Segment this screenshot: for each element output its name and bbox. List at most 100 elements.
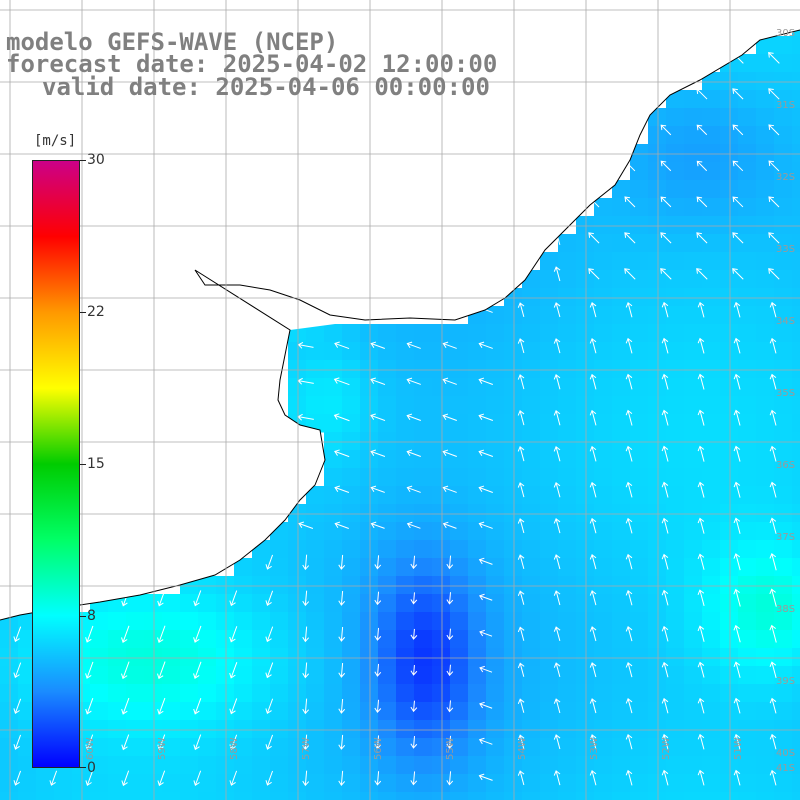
wind-arrow [302, 554, 310, 571]
wind-arrow [374, 699, 382, 714]
wind-speed-cell [396, 396, 415, 415]
wind-speed-cell [180, 738, 199, 757]
wind-speed-cell [18, 702, 37, 721]
wind-speed-cell [612, 468, 631, 487]
wind-arrow [733, 733, 741, 750]
wind-speed-cell [648, 162, 667, 181]
wind-speed-cell [702, 612, 721, 631]
wind-speed-cell [432, 396, 451, 415]
wind-speed-cell [702, 126, 721, 145]
wind-speed-cell [774, 468, 793, 487]
wind-speed-cell [432, 756, 451, 775]
wind-speed-cell [342, 378, 361, 397]
wind-speed-cell [720, 252, 739, 271]
wind-speed-cell [288, 612, 307, 631]
wind-speed-cell [702, 396, 721, 415]
wind-speed-cell [396, 666, 415, 685]
wind-speed-cell [270, 720, 289, 739]
wind-speed-cell [756, 180, 775, 199]
wind-speed-cell [288, 702, 307, 721]
wind-speed-cell [558, 522, 577, 541]
wind-speed-cell [576, 666, 595, 685]
wind-arrow [517, 338, 525, 354]
wind-arrow [370, 413, 386, 422]
wind-arrow [768, 268, 780, 280]
wind-speed-cell [486, 396, 505, 415]
wind-speed-cell [540, 252, 559, 271]
wind-speed-cell [612, 252, 631, 271]
wind-arrow [589, 590, 597, 606]
wind-arrow [302, 770, 310, 787]
wind-speed-cell [630, 324, 649, 343]
wind-arrow [589, 373, 597, 390]
wind-speed-cell [666, 666, 685, 685]
wind-speed-cell [108, 720, 127, 739]
wind-arrow [478, 341, 493, 349]
wind-speed-cell [486, 630, 505, 649]
wind-speed-cell [468, 756, 487, 775]
wind-speed-cell [396, 504, 415, 523]
wind-speed-cell [342, 720, 361, 739]
wind-speed-cell [396, 558, 415, 577]
wind-speed-cell [792, 36, 800, 55]
wind-speed-cell [558, 432, 577, 451]
wind-speed-cell [0, 738, 19, 757]
wind-speed-cell [450, 738, 469, 757]
wind-speed-cell [774, 684, 793, 703]
wind-speed-cell [108, 612, 127, 631]
wind-speed-cell [234, 558, 253, 577]
wind-arrow [410, 664, 418, 676]
wind-arrow [696, 124, 708, 136]
wind-speed-cell [486, 360, 505, 379]
wind-speed-cell [126, 702, 145, 721]
wind-speed-cell [558, 360, 577, 379]
wind-speed-cell [486, 468, 505, 487]
wind-arrow [553, 518, 561, 534]
wind-arrow [370, 485, 385, 493]
wind-speed-cell [468, 342, 487, 361]
wind-speed-cell [612, 702, 631, 721]
wind-speed-cell [666, 396, 685, 415]
wind-arrow [297, 341, 314, 349]
wind-speed-cell [540, 612, 559, 631]
wind-speed-cell [792, 576, 800, 595]
lat-label: 30S [776, 28, 796, 39]
wind-speed-cell [180, 756, 199, 775]
wind-speed-cell [648, 666, 667, 685]
wind-speed-cell [324, 540, 343, 559]
wind-speed-cell [666, 630, 685, 649]
wind-arrow [229, 734, 238, 751]
wind-speed-cell [432, 684, 451, 703]
wind-speed-cell [648, 612, 667, 631]
wind-arrow [769, 445, 777, 462]
wind-arrow [338, 698, 346, 714]
wind-speed-cell [630, 576, 649, 595]
wind-speed-cell [324, 324, 343, 343]
wind-speed-cell [0, 756, 19, 775]
wind-speed-cell [594, 576, 613, 595]
wind-speed-cell [378, 378, 397, 397]
wind-arrow [661, 625, 669, 642]
wind-speed-cell [432, 630, 451, 649]
wind-speed-cell [738, 432, 757, 451]
wind-speed-cell [792, 90, 800, 109]
wind-speed-cell [648, 702, 667, 721]
wind-speed-cell [324, 576, 343, 595]
wind-arrow [733, 769, 741, 786]
wind-speed-cell [504, 666, 523, 685]
wind-arrow [517, 482, 525, 498]
wind-speed-cell [342, 414, 361, 433]
wind-speed-cell [738, 774, 757, 793]
wind-arrow [517, 626, 525, 641]
wind-speed-cell [774, 612, 793, 631]
wind-speed-cell [666, 738, 685, 757]
wind-speed-cell [378, 468, 397, 487]
wind-speed-cell [270, 774, 289, 793]
wind-speed-cell [756, 270, 775, 289]
wind-speed-cell [774, 594, 793, 613]
wind-speed-cell [162, 720, 181, 739]
wind-speed-cell [594, 774, 613, 793]
wind-speed-cell [738, 126, 757, 145]
wind-speed-cell [666, 504, 685, 523]
wind-speed-cell [792, 432, 800, 451]
